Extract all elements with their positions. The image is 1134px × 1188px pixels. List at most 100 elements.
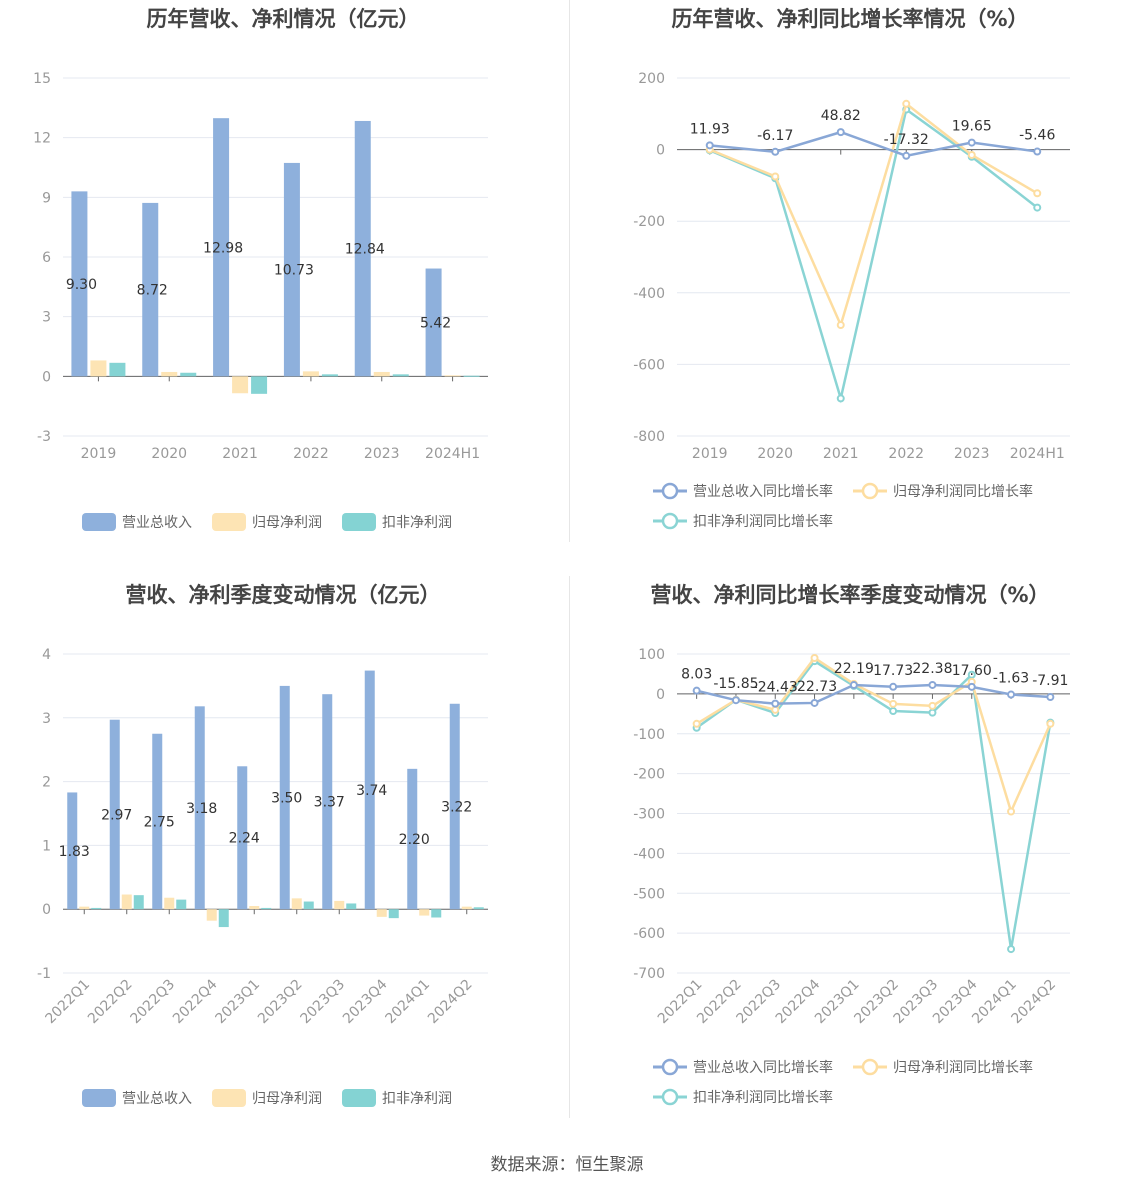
quarterly_amount-bar: [364, 670, 375, 910]
annual_amount-legend-label: 扣非净利润: [382, 515, 452, 531]
quarterly_amount-legend-swatch: [82, 1089, 116, 1107]
quarterly_growth-y-tick-label: 0: [656, 687, 665, 703]
annual_amount-legend-swatch: [342, 513, 376, 531]
quarterly_growth-data-label: -15.85: [713, 676, 758, 692]
annual_amount-x-tick-label: 2024H1: [425, 446, 480, 462]
quarterly_amount-bar: [194, 706, 205, 910]
quarterly_amount-bar: [176, 899, 187, 910]
quarterly_amount-bar: [279, 685, 290, 910]
annual-amount-svg: 历年营收、净利情况（亿元） -3 0 3 6 9 12 15 2019 2020 2021 2022 2…: [33, 7, 488, 531]
quarterly_growth-y-tick-label: -200: [633, 767, 665, 783]
quarterly_growth-point: [810, 698, 819, 707]
data-source-note: 数据来源：恒生聚源: [490, 1155, 644, 1175]
quarterly_growth-legend-label: 扣非净利润同比增长率: [693, 1089, 833, 1106]
quarterly_amount-x-tick-label: 2022Q2: [85, 977, 136, 1028]
annual_amount-y-tick-label: 0: [42, 369, 51, 385]
quarterly_amount-data-label: 2.24: [229, 831, 260, 847]
quarterly_amount-bar: [461, 906, 472, 910]
quarterly_amount-bar: [291, 898, 302, 910]
quarterly_amount-bar: [407, 768, 418, 910]
annual_amount-legend-label: 归母净利润: [252, 514, 322, 531]
quarterly_growth-point: [967, 682, 976, 691]
annual_growth-data-label: 19.65: [952, 119, 992, 135]
quarterly_amount-bar: [346, 903, 357, 910]
annual_growth-x-tick-label: 2024H1: [1010, 446, 1065, 462]
annual_amount-bar: [283, 162, 300, 377]
annual_amount-title: 历年营收、净利情况（亿元）: [147, 7, 420, 31]
quarterly_amount-x-tick-label: 2022Q4: [170, 976, 221, 1027]
quarterly_amount-bar: [237, 766, 248, 910]
quarterly_amount-bar: [334, 900, 345, 910]
annual_amount-bar: [71, 191, 88, 377]
annual_amount-data-label: 9.30: [66, 277, 97, 293]
quarterly_growth-data-label: 8.03: [681, 667, 712, 683]
annual_growth-data-label: 11.93: [690, 121, 730, 137]
quarterly_growth-point: [889, 699, 898, 708]
annual_amount-bar: [90, 360, 107, 377]
annual_amount-bar: [302, 371, 319, 377]
quarterly_growth-data-label: -24.43: [753, 680, 798, 696]
annual_growth-series-line: [709, 107, 1039, 404]
quarterly_amount-title: 营收、净利季度变动情况（亿元）: [126, 583, 441, 607]
annual_amount-y-tick-label: 12: [33, 131, 51, 147]
annual_amount-bar: [109, 362, 126, 377]
annual_growth-point: [771, 147, 780, 156]
quarterly_amount-data-label: 3.50: [271, 791, 302, 807]
annual_amount-y-tick-label: 9: [42, 190, 51, 206]
quarterly-amount-svg: 营收、净利季度变动情况（亿元） -1 0 1 2 3 4 2022Q12022Q22022Q3…: [37, 583, 488, 1107]
annual_growth-point: [836, 321, 845, 330]
annual_amount-bar: [463, 375, 480, 377]
quarterly_amount-bar: [388, 909, 399, 919]
quarterly_growth-y-tick-label: 100: [638, 647, 665, 663]
quarterly_growth-legend-label: 归母净利润同比增长率: [893, 1059, 1033, 1076]
quarterly_amount-bar: [91, 907, 102, 910]
quarterly_growth-data-label: -1.63: [993, 671, 1029, 687]
vertical-divider-bottom: [569, 576, 570, 1118]
quarterly_amount-y-tick-label: -1: [37, 966, 51, 982]
annual_growth-point: [1033, 203, 1042, 212]
quarterly_amount-bar: [376, 909, 387, 917]
quarterly_amount-y-tick-label: 2: [42, 775, 51, 791]
quarterly_amount-x-tick-label: 2023Q4: [340, 976, 391, 1027]
annual_amount-x-tick-label: 2023: [364, 446, 400, 462]
annual_growth-x-tick-label: 2019: [692, 446, 728, 462]
annual_growth-legend-marker: [861, 482, 879, 500]
quarterly_amount-legend-label: 归母净利润: [252, 1090, 322, 1107]
quarterly_amount-bar: [473, 907, 484, 910]
annual_amount-legend-swatch: [212, 513, 246, 531]
annual_amount-data-label: 12.98: [203, 240, 243, 256]
quarterly-growth-svg: 营收、净利同比增长率季度变动情况（%） -700 -600 -500 -400 -300 -…: [633, 583, 1070, 1106]
quarterly_growth-point: [1007, 807, 1016, 816]
annual_growth-y-tick-label: -600: [633, 357, 665, 373]
annual_growth-x-tick-label: 2022: [888, 446, 924, 462]
quarterly_amount-x-tick-label: 2022Q3: [127, 977, 178, 1028]
quarterly_amount-y-tick-label: 3: [42, 711, 51, 727]
annual_growth-point: [902, 151, 911, 160]
annual_growth-point: [967, 150, 976, 159]
quarterly_amount-x-tick-label: 2024Q2: [425, 977, 476, 1028]
quarterly_amount-x-tick-label: 2022Q1: [42, 977, 93, 1028]
quarterly_growth-series-line: [695, 659, 1052, 950]
quarterly_growth-point: [889, 707, 898, 716]
annual_amount-x-tick-label: 2021: [222, 446, 258, 462]
quarterly_amount-legend-label: 扣非净利润: [382, 1091, 452, 1107]
quarterly_amount-data-label: 1.83: [59, 844, 90, 860]
quarterly_amount-bar: [206, 909, 217, 921]
quarterly_growth-point: [731, 696, 740, 705]
quarterly_growth-data-label: -22.73: [792, 679, 837, 695]
quarterly_amount-legend-label: 营业总收入: [122, 1091, 192, 1107]
quarterly_amount-bar: [121, 894, 132, 910]
quarterly_growth-data-label: 22.38: [912, 661, 952, 677]
annual_growth-legend-label: 扣非净利润同比增长率: [693, 513, 833, 530]
annual_amount-bar: [392, 374, 409, 377]
annual_amount-bar: [444, 375, 461, 377]
annual_amount-bar: [161, 371, 178, 377]
quarterly_amount-data-label: 3.37: [314, 795, 345, 811]
annual_growth-x-tick-label: 2023: [954, 446, 990, 462]
quarterly_growth-point: [810, 653, 819, 662]
annual_amount-x-tick-label: 2022: [293, 446, 329, 462]
annual_amount-bar: [142, 202, 159, 377]
quarterly_growth-legend-label: 营业总收入同比增长率: [693, 1059, 833, 1076]
annual_amount-data-label: 8.72: [137, 283, 168, 299]
quarterly_growth-y-tick-label: -400: [633, 846, 665, 862]
